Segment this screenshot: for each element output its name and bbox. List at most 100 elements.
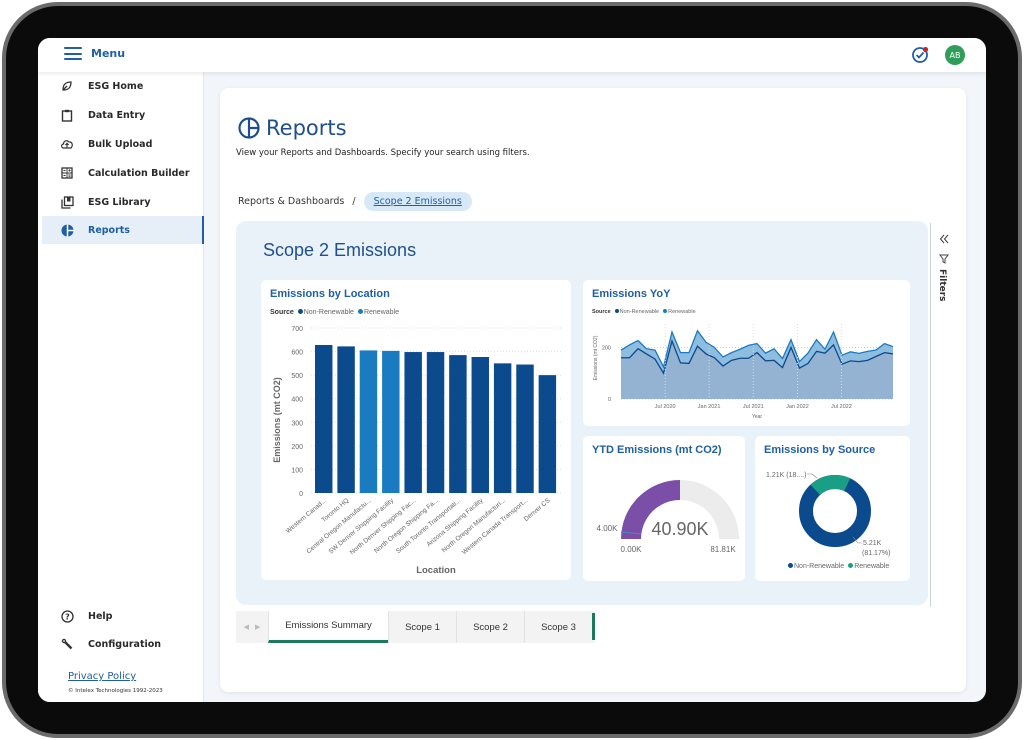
bar [516,364,534,493]
report-title: Scope 2 Emissions [263,240,417,260]
breadcrumb-current[interactable]: Scope 2 Emissions [363,192,472,211]
hamburger-icon [64,47,82,60]
task-check-icon[interactable] [911,46,929,64]
sidebar-item-data-entry[interactable]: Data Entry [42,101,204,129]
donut-plot: 1.21K (18....) 5.21K (81.17%) [766,472,890,557]
chart-legend: Non-Renewable Renewable [788,563,889,570]
svg-text:Jul 2022: Jul 2022 [831,404,852,410]
bar [449,355,467,493]
svg-text:300: 300 [291,420,303,427]
bar [315,344,333,493]
app-screen: Menu AB ESG Home Data Entry Bulk Upload … [38,38,986,702]
tab-scope-3[interactable]: Scope 3 [524,611,592,643]
page-subtitle: View your Reports and Dashboards. Specif… [236,148,530,158]
filters-pane[interactable]: Filters [930,223,956,607]
library-icon [60,195,74,209]
sidebar-item-reports[interactable]: Reports [42,216,204,244]
pie-chart-icon [60,223,74,237]
legend-item-renewable[interactable]: Renewable [357,309,399,316]
y-axis-label: Emissions (mt CO2) [593,335,599,380]
copyright-text: © Intelex Technologies 1992-2023 [68,688,163,694]
tab-scope-2[interactable]: Scope 2 [456,611,524,643]
ytd-emissions-gauge[interactable]: YTD Emissions (mt CO2) 40.90K 4.00K 0.00… [583,436,745,581]
svg-text:Jan 2021: Jan 2021 [698,404,721,410]
privacy-policy-link[interactable]: Privacy Policy [68,671,137,682]
donut-label-non-renewable-pct: (81.17%) [862,550,890,557]
top-bar: Menu AB [38,38,986,72]
leaf-icon [60,79,74,93]
gauge-value: 40.90K [651,519,708,539]
sidebar-item-label: ESG Home [88,80,144,92]
legend-item-non-renewable[interactable]: Non-Renewable [788,563,844,570]
report-canvas: Scope 2 Emissions Emissions by Location … [236,221,928,605]
sidebar-item-label: Data Entry [88,109,146,121]
legend-item-non-renewable[interactable]: Non-Renewable [614,309,659,315]
emissions-by-location-chart[interactable]: Emissions by Location Source Non-Renewab… [261,280,571,580]
cloud-upload-icon [60,137,74,151]
legend-item-renewable[interactable]: Renewable [848,563,889,570]
reports-icon [238,117,260,139]
menu-button[interactable]: Menu [64,47,125,60]
bar [382,350,400,493]
sidebar-item-esg-library[interactable]: ESG Library [42,188,204,216]
collapse-double-chevron-icon[interactable] [938,233,950,245]
sidebar-item-label: Configuration [88,638,162,650]
bar [471,356,489,493]
emissions-yoy-chart[interactable]: Emissions YoY Source Non-Renewable Renew… [583,280,910,426]
chart-title: Emissions by Source [764,444,876,456]
svg-text:?: ? [65,612,70,621]
svg-text:Jul 2020: Jul 2020 [655,404,676,410]
sidebar-item-bulk-upload[interactable]: Bulk Upload [42,130,204,158]
x-axis-label: Year [752,414,762,420]
area-chart-plot: 0 200 Jul 2020 Jan 2021 Jul 2021 Jan 2022 Jul … [593,324,894,420]
gauge-min-label: 0.00K [621,545,643,554]
svg-text:600: 600 [291,350,303,357]
breadcrumb-reports-dashboards[interactable]: Reports & Dashboards [238,196,345,207]
filter-funnel-icon [939,254,949,264]
bar [359,350,378,493]
report-page-tabs: ◀ ▶ Emissions Summary Scope 1 Scope 2 Sc… [236,611,595,643]
sidebar-item-label: Bulk Upload [88,138,153,150]
wrench-icon [60,637,74,651]
chart-title: YTD Emissions (mt CO2) [592,444,722,456]
sidebar-item-configuration[interactable]: Configuration [42,630,204,658]
sidebar-item-esg-home[interactable]: ESG Home [42,72,204,100]
avatar[interactable]: AB [945,45,965,65]
tab-scroll-right-icon[interactable]: ▶ [255,623,261,631]
tab-scope-1[interactable]: Scope 1 [388,611,456,643]
svg-text:400: 400 [291,397,303,404]
svg-text:200: 200 [602,345,611,351]
filters-label[interactable]: Filters [937,269,947,302]
tab-emissions-summary[interactable]: Emissions Summary [268,611,388,643]
tab-end-marker [592,613,595,640]
bar [538,375,557,493]
notification-dot [922,46,929,53]
help-circle-icon: ? [60,609,74,623]
sidebar-item-label: ESG Library [88,196,151,208]
svg-text:700: 700 [291,326,303,333]
donut-slice-non-renewable [799,475,871,547]
legend-item-non-renewable[interactable]: Non-Renewable [297,309,354,316]
x-axis-label: Location [416,565,456,576]
bar [426,352,445,493]
bar [493,363,512,493]
y-axis-label: Emissions (mt CO2) [272,377,282,463]
menu-label: Menu [91,47,126,60]
legend-title: Source [592,309,611,315]
sidebar-item-calculation-builder[interactable]: Calculation Builder [42,159,204,187]
svg-text:Western Canad...: Western Canad... [285,497,328,535]
emissions-by-source-chart[interactable]: Emissions by Source 1.21K (18....) 5.21K… [755,436,910,581]
sidebar-item-help[interactable]: ? Help [42,602,204,630]
legend-item-renewable[interactable]: Renewable [663,309,696,315]
svg-text:200: 200 [291,444,303,451]
breadcrumb: Reports & Dashboards / Scope 2 Emissions [238,192,472,211]
donut-slice-renewable [799,474,871,547]
sidebar-item-label: Calculation Builder [88,167,190,179]
tab-scroll-left-icon[interactable]: ◀ [243,623,249,631]
donut-label-non-renewable-value: 5.21K [863,540,882,547]
svg-text:500: 500 [291,373,303,380]
svg-text:Jul 2021: Jul 2021 [743,404,764,410]
svg-text:100: 100 [291,467,303,474]
gauge-target-label: 4.00K [597,524,619,533]
